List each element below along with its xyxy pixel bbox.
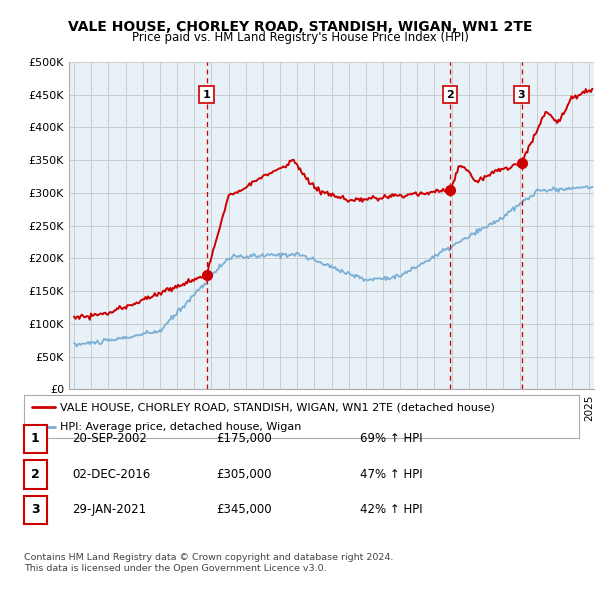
Text: 2: 2 (446, 90, 454, 100)
Text: £345,000: £345,000 (216, 503, 272, 516)
Text: 20-SEP-2002: 20-SEP-2002 (72, 432, 147, 445)
Text: 02-DEC-2016: 02-DEC-2016 (72, 468, 150, 481)
Text: 3: 3 (518, 90, 526, 100)
Text: 69% ↑ HPI: 69% ↑ HPI (360, 432, 422, 445)
Text: 1: 1 (31, 432, 40, 445)
Text: 1: 1 (203, 90, 211, 100)
Text: VALE HOUSE, CHORLEY ROAD, STANDISH, WIGAN, WN1 2TE (detached house): VALE HOUSE, CHORLEY ROAD, STANDISH, WIGA… (60, 402, 495, 412)
Text: 2: 2 (31, 468, 40, 481)
Text: 47% ↑ HPI: 47% ↑ HPI (360, 468, 422, 481)
Text: £305,000: £305,000 (216, 468, 271, 481)
Text: Contains HM Land Registry data © Crown copyright and database right 2024.
This d: Contains HM Land Registry data © Crown c… (24, 553, 394, 573)
Text: 29-JAN-2021: 29-JAN-2021 (72, 503, 146, 516)
Text: £175,000: £175,000 (216, 432, 272, 445)
Text: HPI: Average price, detached house, Wigan: HPI: Average price, detached house, Wiga… (60, 422, 301, 432)
Text: 42% ↑ HPI: 42% ↑ HPI (360, 503, 422, 516)
Text: Price paid vs. HM Land Registry's House Price Index (HPI): Price paid vs. HM Land Registry's House … (131, 31, 469, 44)
Text: VALE HOUSE, CHORLEY ROAD, STANDISH, WIGAN, WN1 2TE: VALE HOUSE, CHORLEY ROAD, STANDISH, WIGA… (68, 20, 532, 34)
Text: 3: 3 (31, 503, 40, 516)
